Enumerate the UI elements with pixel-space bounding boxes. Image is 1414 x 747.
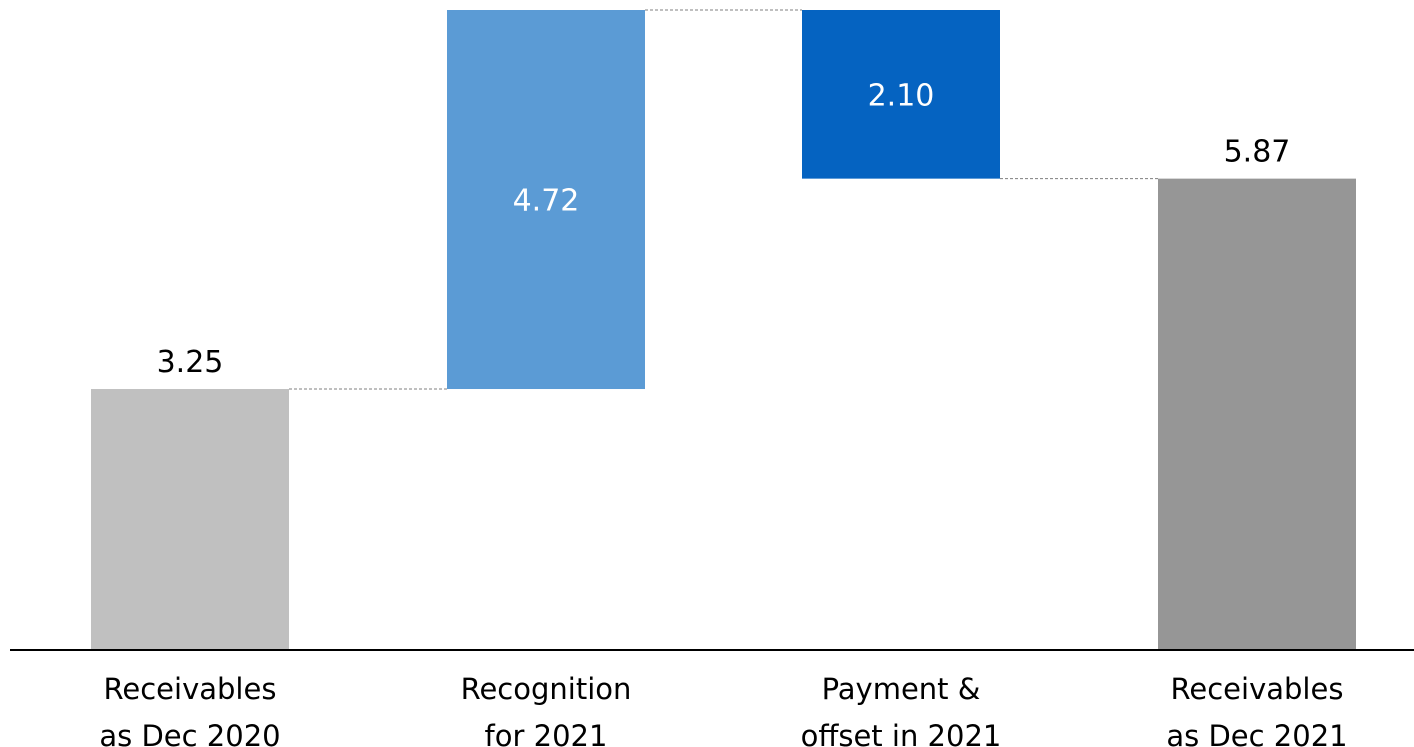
category-label-3-line-2: offset in 2021: [801, 719, 1002, 747]
category-label-3-line-1: Payment &: [822, 672, 981, 706]
category-label-4-line-1: Receivables: [1171, 672, 1344, 706]
category-label-2-line-1: Recognition: [461, 672, 632, 706]
bar-2: [447, 10, 645, 390]
category-label-1-line-2: as Dec 2020: [99, 719, 280, 747]
value-label-2: 4.72: [513, 184, 580, 219]
value-label-1: 3.25: [157, 345, 224, 380]
connector-lines: [289, 9, 1158, 390]
category-label-1-line-1: Receivables: [104, 672, 277, 706]
bar-3: [802, 10, 1000, 179]
category-label-2-line-2: for 2021: [485, 719, 608, 747]
value-labels: 3.25 4.72 2.10 5.87: [157, 78, 1291, 380]
bar-1: [91, 389, 289, 650]
bar-4: [1158, 178, 1356, 650]
category-label-4-line-2: as Dec 2021: [1166, 719, 1347, 747]
value-label-3: 2.10: [868, 78, 935, 113]
value-label-4: 5.87: [1224, 135, 1291, 170]
bars: [91, 10, 1356, 650]
category-labels: Receivables as Dec 2020 Recognition for 202…: [99, 672, 1347, 747]
